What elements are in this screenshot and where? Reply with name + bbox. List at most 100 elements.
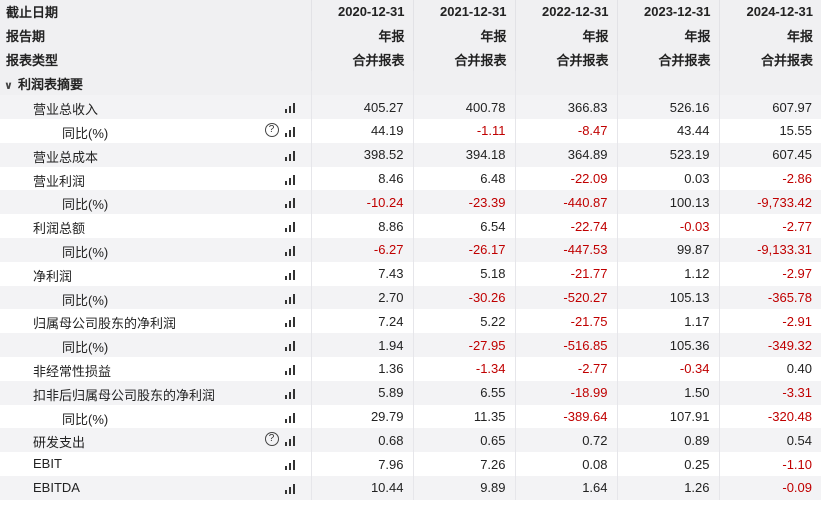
bar-chart-icon[interactable]	[284, 220, 298, 233]
value-cell: -2.97	[718, 261, 821, 286]
header-cell: 合并报表	[616, 47, 719, 72]
section-title[interactable]: ∨ 利润表摘要	[0, 71, 311, 96]
value-cell: 364.89	[514, 142, 617, 167]
table-row: EBITDA 10.44 9.89 1.64 1.26 -0.09	[0, 475, 821, 500]
value-cell: 10.44	[310, 475, 413, 500]
row-label-cell: 扣非后归属母公司股东的净利润	[0, 380, 311, 405]
value-cell: -18.99	[514, 380, 617, 405]
value-cell: 5.18	[412, 261, 515, 286]
value-cell: 0.89	[616, 428, 719, 453]
value-cell: -21.75	[514, 309, 617, 334]
value-cell: 43.44	[616, 118, 719, 143]
bar-chart-icon[interactable]	[284, 292, 298, 304]
value-cell: 1.17	[616, 309, 719, 334]
value-cell: -27.95	[412, 333, 515, 357]
value-cell: 7.26	[412, 452, 515, 476]
header-row: 报告期 年报 年报 年报 年报 年报	[0, 23, 821, 48]
value-cell: 366.83	[514, 95, 617, 119]
value-cell: 15.55	[718, 118, 821, 143]
value-cell: 105.36	[616, 333, 719, 357]
question-circle-icon[interactable]: ?	[264, 432, 279, 447]
table-row: 扣非后归属母公司股东的净利润 5.89 6.55 -18.99 1.50 -3.31	[0, 380, 821, 405]
header-cell: 年报	[616, 23, 719, 48]
value-cell: -0.09	[718, 475, 821, 500]
header-cell: 合并报表	[412, 47, 515, 72]
bar-chart-icon[interactable]	[284, 244, 298, 256]
value-cell: 400.78	[412, 95, 515, 119]
value-cell: -3.31	[718, 380, 821, 405]
bar-chart-icon[interactable]	[284, 125, 298, 137]
table-row: 归属母公司股东的净利润 7.24 5.22 -21.75 1.17 -2.91	[0, 309, 821, 334]
bar-chart-icon[interactable]	[284, 458, 298, 471]
bar-chart-icon[interactable]	[284, 173, 298, 185]
table-row: 营业总成本 398.52 394.18 364.89 523.19 607.45	[0, 142, 821, 167]
value-cell: 1.50	[616, 380, 719, 405]
header-label: 报表类型	[0, 47, 311, 72]
value-cell: -520.27	[514, 285, 617, 310]
header-label: 截止日期	[0, 0, 311, 24]
value-cell: 11.35	[412, 404, 515, 429]
row-label: 利润总额	[33, 221, 86, 237]
value-cell: -9,733.42	[718, 190, 821, 215]
table-row: 营业利润 8.46 6.48 -22.09 0.03 -2.86	[0, 166, 821, 191]
value-cell: 0.54	[718, 428, 821, 453]
value-cell: 0.08	[514, 452, 617, 476]
row-label: EBIT	[33, 456, 62, 472]
header-cell: 2024-12-31	[718, 0, 821, 24]
value-cell: 7.43	[310, 261, 413, 286]
value-cell: 1.94	[310, 333, 413, 357]
bar-chart-icon[interactable]	[284, 315, 298, 328]
value-cell: -516.85	[514, 333, 617, 357]
bar-chart-icon[interactable]	[284, 339, 298, 352]
value-cell: -9,133.31	[718, 237, 821, 262]
value-cell: -2.86	[718, 166, 821, 191]
value-cell: 8.46	[310, 166, 413, 191]
value-cell: -365.78	[718, 285, 821, 310]
table-row: 非经常性损益 1.36 -1.34 -2.77 -0.34 0.40	[0, 356, 821, 381]
row-label: 同比(%)	[62, 125, 109, 141]
bar-chart-icon[interactable]	[284, 434, 298, 447]
row-label: 营业利润	[33, 173, 86, 189]
row-label-cell: 同比(%)?	[0, 119, 311, 143]
section-row[interactable]: ∨ 利润表摘要	[0, 71, 821, 96]
bar-chart-icon[interactable]	[284, 101, 298, 114]
row-label-cell: 归属母公司股东的净利润	[0, 309, 311, 333]
value-cell: -389.64	[514, 404, 617, 429]
value-cell: -10.24	[310, 190, 413, 215]
row-label: 营业总收入	[33, 102, 99, 118]
bar-chart-icon[interactable]	[284, 149, 298, 161]
value-cell: 1.64	[514, 475, 617, 500]
value-cell: 526.16	[616, 95, 719, 119]
value-cell: 29.79	[310, 404, 413, 429]
header-cell: 2020-12-31	[310, 0, 413, 24]
bar-chart-icon[interactable]	[284, 363, 298, 375]
empty-cell	[718, 71, 821, 96]
value-cell: 1.12	[616, 261, 719, 286]
empty-cell	[514, 71, 617, 96]
bar-chart-icon[interactable]	[284, 268, 298, 280]
value-cell: 107.91	[616, 404, 719, 429]
value-cell: 105.13	[616, 285, 719, 310]
row-label-cell: EBIT	[0, 452, 311, 476]
bar-chart-icon[interactable]	[284, 482, 298, 494]
table-row: 同比(%) -10.24 -23.39 -440.87 100.13 -9,733.42	[0, 190, 821, 215]
value-cell: 394.18	[412, 142, 515, 167]
bar-chart-icon[interactable]	[284, 411, 298, 423]
bar-chart-icon[interactable]	[284, 387, 298, 399]
row-label-cell: 同比(%)	[0, 190, 311, 215]
row-label: 归属母公司股东的净利润	[33, 316, 177, 332]
header-cell: 年报	[412, 23, 515, 48]
row-label: 研发支出	[33, 435, 86, 451]
header-cell: 合并报表	[718, 47, 821, 72]
value-cell: -440.87	[514, 190, 617, 215]
bar-chart-icon[interactable]	[284, 196, 298, 209]
collapse-chevron-icon[interactable]: ∨	[4, 79, 13, 92]
value-cell: 607.97	[718, 95, 821, 119]
header-cell: 2022-12-31	[514, 0, 617, 24]
value-cell: -6.27	[310, 237, 413, 262]
row-label-cell: 研发支出?	[0, 428, 311, 453]
header-cell: 合并报表	[514, 47, 617, 72]
value-cell: 2.70	[310, 285, 413, 310]
value-cell: -349.32	[718, 333, 821, 357]
question-circle-icon[interactable]: ?	[264, 122, 279, 137]
